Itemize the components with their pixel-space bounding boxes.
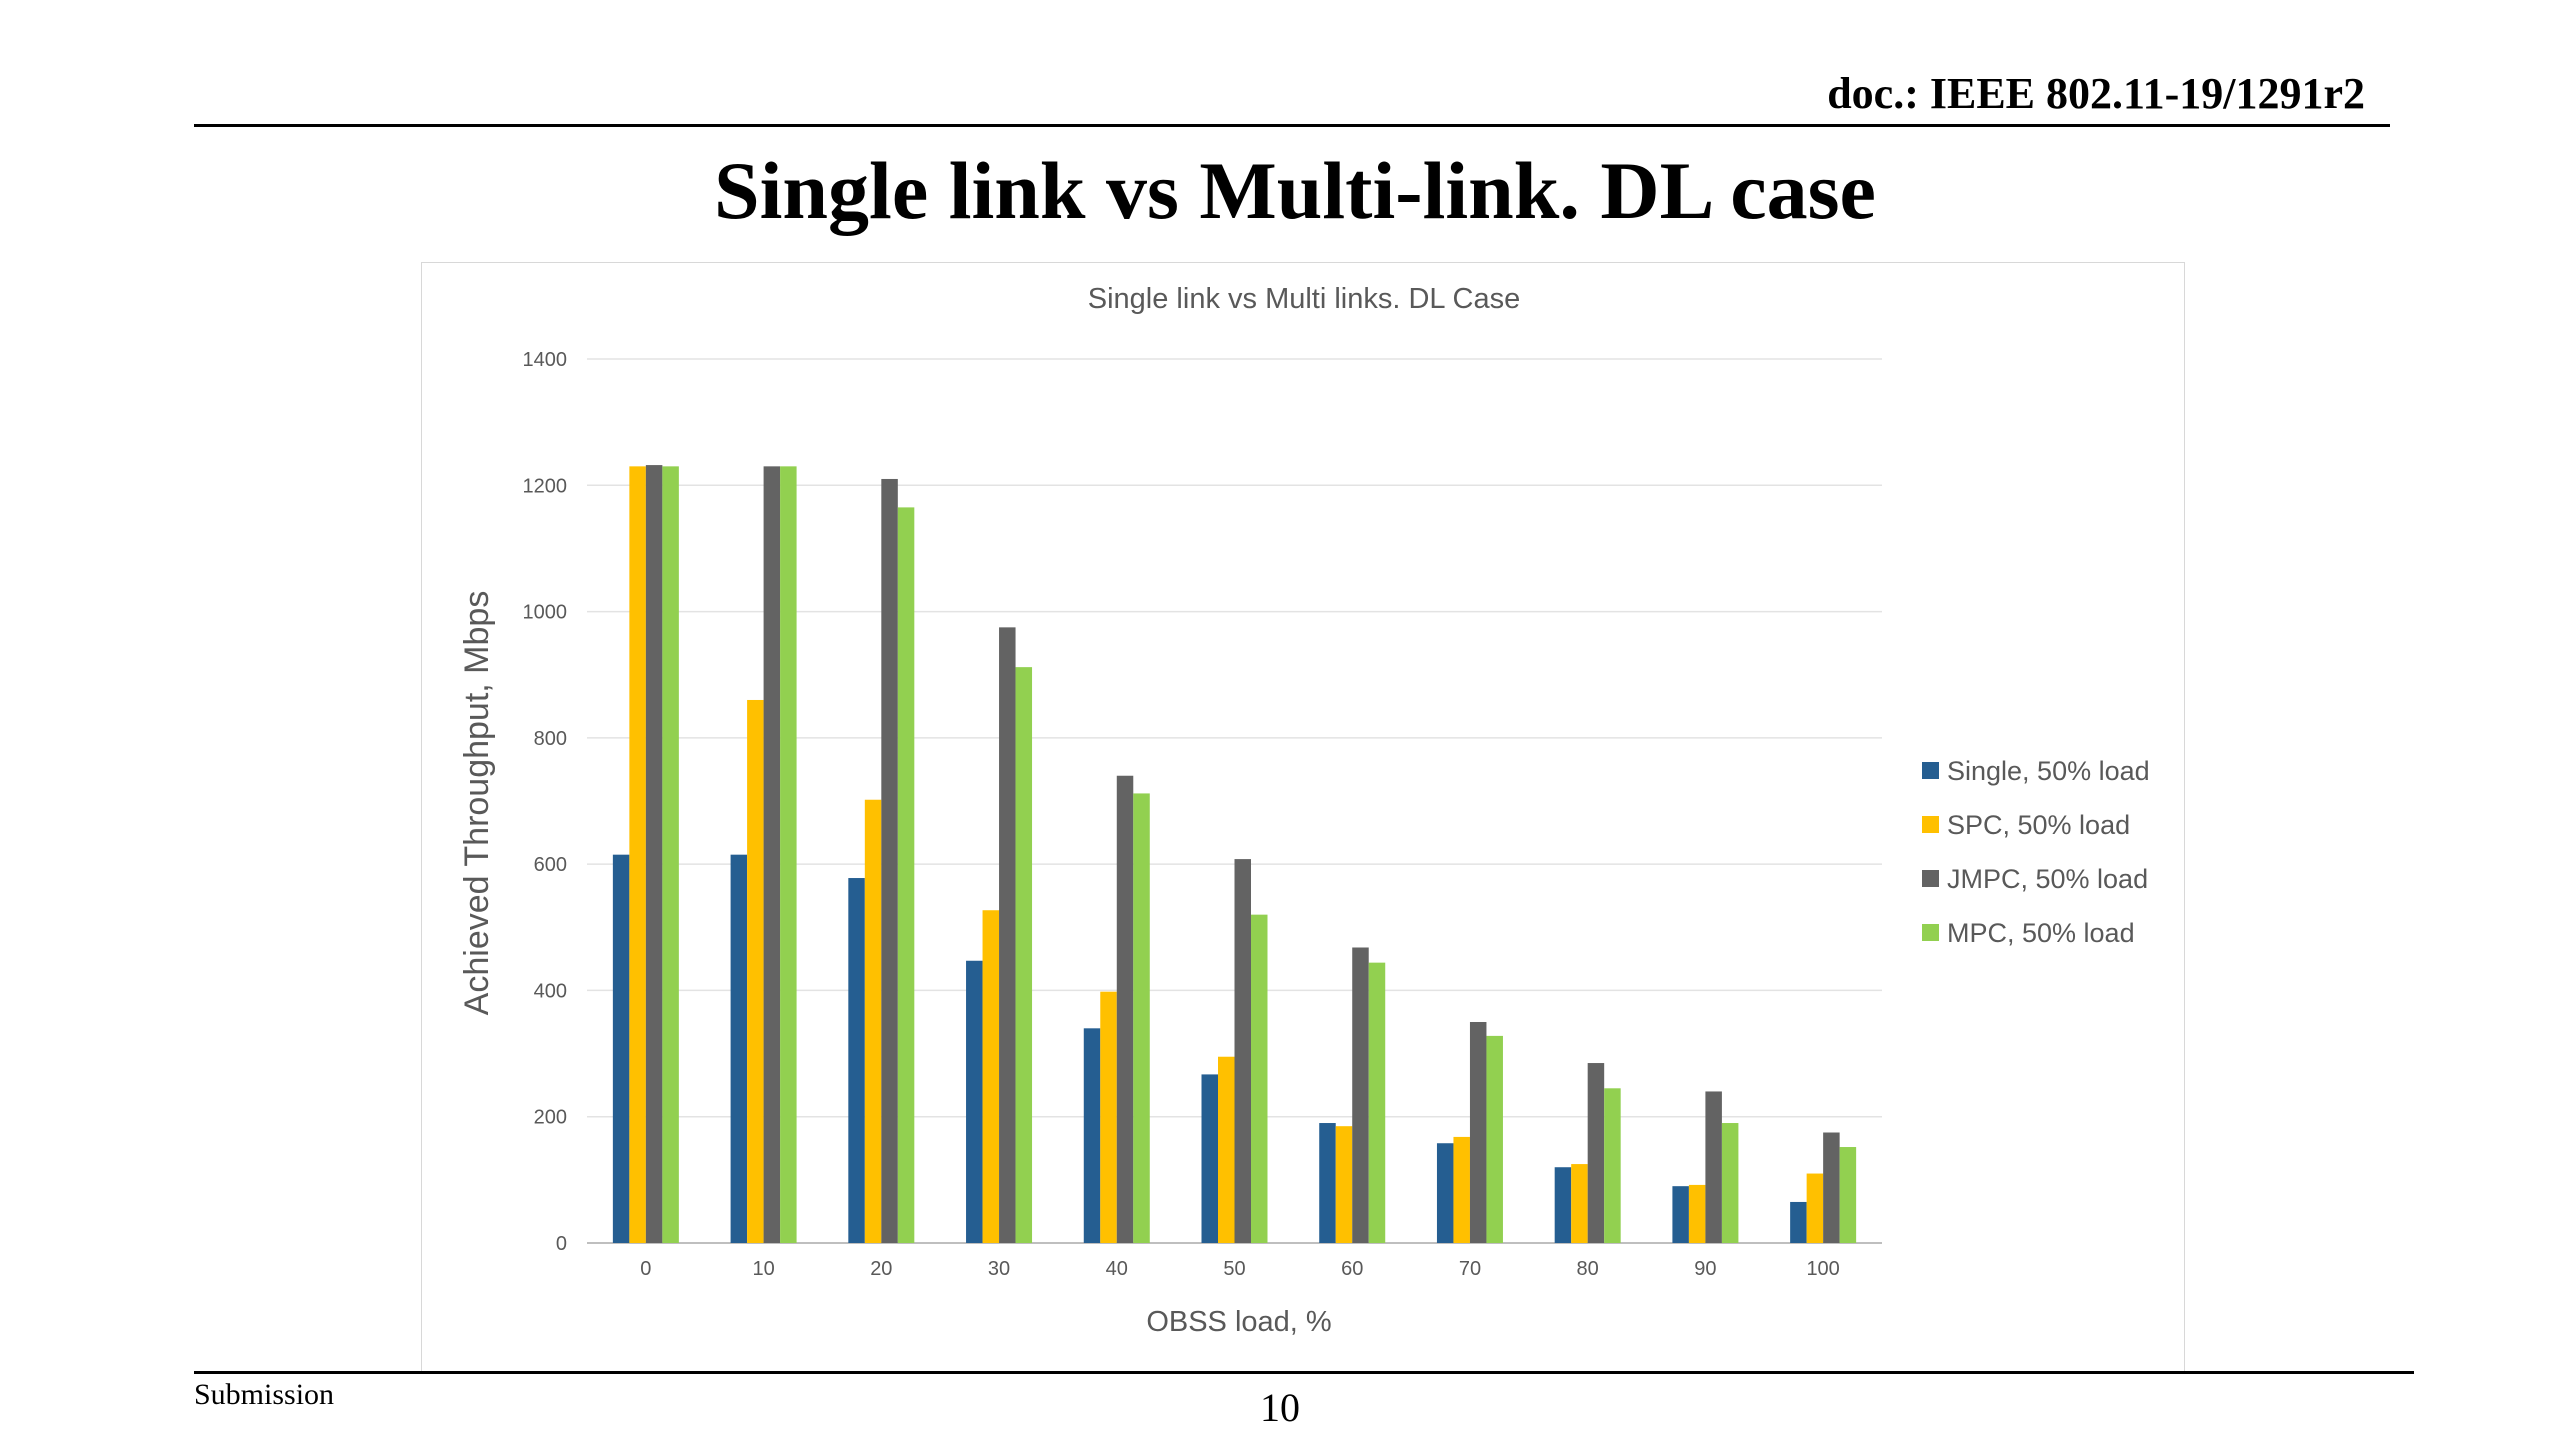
y-tick-label: 1000 <box>523 602 568 624</box>
bar-jmpc-80 <box>1587 1063 1605 1243</box>
bar-spc-70 <box>1453 1136 1470 1243</box>
bar-single-0 <box>612 854 630 1243</box>
x-tick-label: 10 <box>752 1258 774 1280</box>
legend-swatch <box>1922 870 1939 887</box>
y-tick-label: 1200 <box>523 475 568 497</box>
x-tick-label: 80 <box>1577 1258 1599 1280</box>
x-tick-label: 20 <box>870 1258 892 1280</box>
bar-spc-30 <box>982 910 1000 1243</box>
bar-spc-40 <box>1100 991 1117 1243</box>
bar-single-20 <box>848 878 865 1243</box>
x-tick-label: 70 <box>1459 1258 1481 1280</box>
legend-swatch <box>1922 762 1939 779</box>
document-reference: doc.: IEEE 802.11-19/1291r2 <box>1827 69 2365 118</box>
y-axis-label: Achieved Throughput, Mbps <box>458 591 496 1016</box>
bar-mpc-30 <box>1015 667 1033 1243</box>
bar-spc-60 <box>1335 1126 1353 1243</box>
x-tick-label: 0 <box>640 1258 651 1280</box>
x-tick-label: 60 <box>1341 1258 1363 1280</box>
y-tick-label: 800 <box>534 728 567 750</box>
bar-mpc-40 <box>1133 793 1150 1243</box>
bar-spc-100 <box>1806 1173 1824 1243</box>
chart-title: Single link vs Multi links. DL Case <box>1088 283 1520 315</box>
bar-mpc-90 <box>1721 1123 1739 1243</box>
bar-jmpc-100 <box>1823 1132 1840 1243</box>
bar-jmpc-10 <box>763 466 781 1243</box>
bar-single-40 <box>1083 1028 1101 1243</box>
bar-mpc-60 <box>1368 962 1386 1243</box>
y-tick-label: 0 <box>556 1233 567 1255</box>
x-axis-label: OBSS load, % <box>1146 1306 1331 1338</box>
page-number: 10 <box>1260 1385 1300 1430</box>
bar-single-70 <box>1436 1143 1454 1243</box>
footer-submission-label: Submission <box>194 1378 335 1411</box>
legend-swatch <box>1922 816 1939 833</box>
bar-jmpc-90 <box>1705 1091 1722 1243</box>
legend: Single, 50% load SPC, 50% load JMPC, 50% l… <box>1922 756 2150 948</box>
x-tick-label: 90 <box>1694 1258 1716 1280</box>
gridlines <box>587 358 1882 1244</box>
chart-frame: 0 200 400 600 800 1000 1200 1400 0 10 20 30 40 50 60 70… <box>421 262 2185 1374</box>
bar-spc-0 <box>629 466 646 1243</box>
bar-mpc-100 <box>1839 1147 1857 1243</box>
bar-single-30 <box>966 960 983 1243</box>
x-tick-label: 100 <box>1806 1258 1839 1280</box>
bar-mpc-0 <box>662 466 679 1243</box>
bar-jmpc-70 <box>1469 1022 1487 1243</box>
bar-single-80 <box>1554 1167 1572 1243</box>
footer-divider <box>194 1371 2414 1374</box>
bar-chart: 0 200 400 600 800 1000 1200 1400 0 10 20 30 40 50 60 70… <box>458 283 2150 1338</box>
bar-mpc-70 <box>1486 1035 1503 1243</box>
bar-mpc-20 <box>897 507 915 1243</box>
y-tick-label: 600 <box>534 854 567 876</box>
bar-jmpc-60 <box>1352 947 1369 1243</box>
bars <box>612 465 1857 1243</box>
y-tick-label: 1400 <box>523 349 568 371</box>
bar-jmpc-0 <box>645 465 663 1243</box>
y-tick-label: 400 <box>534 980 567 1002</box>
y-tick-label: 200 <box>534 1107 567 1129</box>
legend-swatch <box>1922 924 1939 941</box>
header-divider <box>194 124 2390 127</box>
x-tick-label: 40 <box>1106 1258 1128 1280</box>
bar-jmpc-20 <box>881 478 898 1243</box>
legend-entry: Single, 50% load <box>1947 756 2150 786</box>
bar-jmpc-50 <box>1234 859 1251 1243</box>
bar-single-60 <box>1319 1123 1336 1243</box>
bar-spc-50 <box>1218 1056 1235 1243</box>
bar-spc-20 <box>864 799 882 1243</box>
bar-single-100 <box>1790 1201 1807 1243</box>
bar-single-90 <box>1672 1186 1689 1243</box>
bar-mpc-50 <box>1251 914 1268 1243</box>
x-tick-label: 30 <box>988 1258 1010 1280</box>
bar-jmpc-30 <box>999 627 1016 1243</box>
slide-title: Single link vs Multi-link. DL case <box>714 145 1876 236</box>
bar-spc-80 <box>1571 1164 1588 1243</box>
legend-entry: MPC, 50% load <box>1947 918 2135 948</box>
bar-single-10 <box>730 854 748 1243</box>
axes: 0 200 400 600 800 1000 1200 1400 0 10 20 30 40 50 60 70… <box>523 349 1840 1280</box>
bar-single-50 <box>1201 1074 1218 1243</box>
bar-spc-90 <box>1688 1184 1706 1243</box>
bar-mpc-80 <box>1604 1088 1621 1243</box>
bar-spc-10 <box>747 699 764 1243</box>
legend-entry: JMPC, 50% load <box>1947 864 2148 894</box>
legend-entry: SPC, 50% load <box>1947 810 2130 840</box>
x-tick-label: 50 <box>1223 1258 1245 1280</box>
bar-mpc-10 <box>780 466 797 1243</box>
bar-jmpc-40 <box>1116 775 1134 1243</box>
